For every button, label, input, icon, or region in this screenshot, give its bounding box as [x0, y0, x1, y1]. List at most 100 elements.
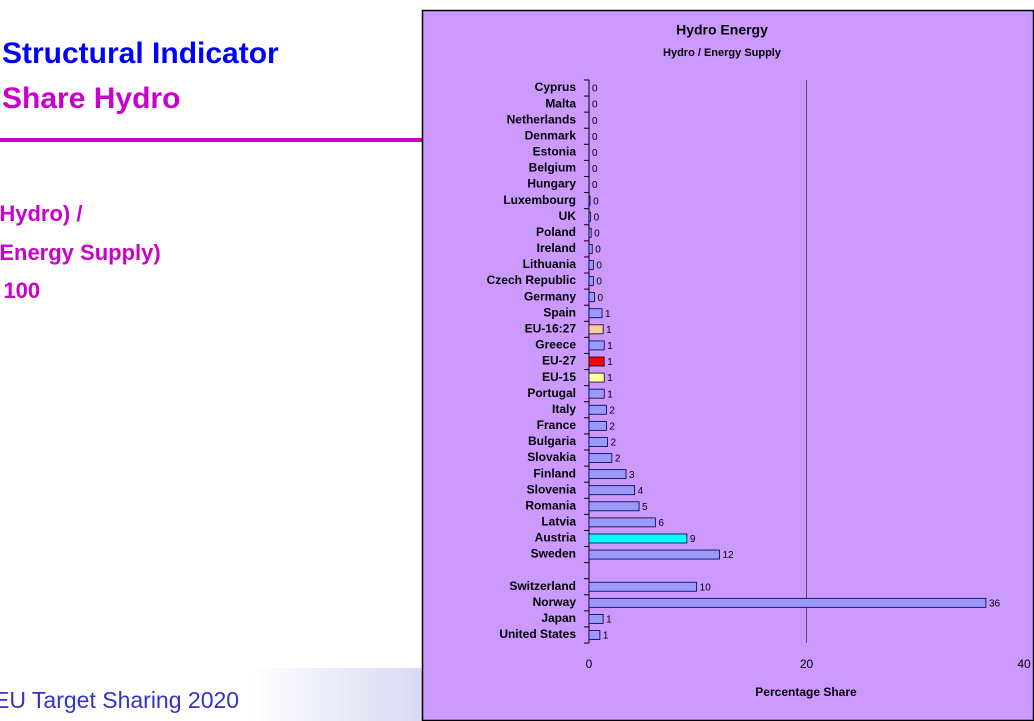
y-tick-label: UK — [559, 209, 577, 223]
bar — [588, 469, 627, 480]
y-tick-label: EU-16:27 — [525, 321, 577, 335]
formula-line: (Hydro) / — [0, 201, 82, 226]
bar — [588, 614, 604, 624]
value-label: 1 — [607, 357, 613, 368]
value-label: 0 — [597, 293, 603, 304]
value-label: 9 — [690, 534, 696, 545]
value-label: 0 — [592, 116, 598, 127]
y-tick-label: Romania — [525, 498, 576, 512]
x-axis-label: Percentage Share — [755, 685, 857, 699]
value-label: 10 — [700, 582, 712, 593]
y-tick-label: Luxembourg — [503, 193, 576, 207]
bar — [588, 340, 605, 351]
y-tick-label: Slovenia — [527, 482, 577, 496]
y-tick-label: Latvia — [541, 515, 576, 529]
value-label: 1 — [607, 341, 613, 352]
footer: EU Target Sharing 2020 — [0, 687, 239, 713]
value-label: 0 — [592, 100, 598, 111]
y-tick-label: Denmark — [525, 128, 577, 142]
bar — [588, 533, 688, 544]
y-tick-label: Germany — [524, 289, 576, 303]
value-label: 12 — [723, 550, 735, 561]
value-label: 0 — [596, 277, 602, 288]
value-label: 0 — [592, 84, 598, 95]
value-label: 1 — [606, 615, 612, 626]
x-tick-label: 0 — [586, 657, 593, 671]
value-label: 0 — [594, 212, 600, 223]
y-tick-label: Sweden — [531, 547, 576, 561]
y-tick-label: Bulgaria — [528, 434, 576, 448]
bar — [588, 227, 592, 238]
bar — [588, 372, 605, 383]
y-tick-label: Poland — [536, 225, 576, 239]
value-label: 2 — [615, 454, 621, 465]
bar — [588, 292, 595, 303]
y-tick-label: Slovakia — [527, 450, 576, 464]
value-label: 2 — [609, 421, 615, 432]
bar — [588, 243, 593, 254]
value-label: 1 — [603, 631, 609, 642]
bar — [588, 356, 605, 367]
y-tick-label: Switzerland — [509, 579, 576, 593]
bar — [588, 308, 603, 319]
x-tick-label: 20 — [800, 657, 814, 671]
value-label: 36 — [989, 598, 1001, 609]
slide-title: Share Hydro — [2, 82, 180, 115]
bar — [588, 437, 608, 447]
value-label: 1 — [605, 309, 611, 320]
bar — [588, 453, 613, 463]
x-tick-label: 40 — [1017, 657, 1031, 671]
formula-line: (Energy Supply) — [0, 240, 161, 265]
value-label: 0 — [593, 196, 599, 207]
y-tick-label: Hungary — [527, 177, 576, 191]
value-label: 0 — [595, 245, 601, 256]
value-label: 0 — [592, 132, 598, 143]
y-tick-label: Cyprus — [535, 80, 577, 94]
value-label: 6 — [658, 518, 664, 529]
bar — [588, 517, 656, 528]
value-label: 0 — [594, 228, 600, 239]
bar — [588, 581, 698, 592]
bar — [588, 276, 594, 286]
slide-title: Structural Indicator — [2, 37, 279, 70]
y-tick-label: Ireland — [537, 241, 576, 255]
bar — [588, 260, 594, 270]
y-tick-label: Japan — [541, 611, 576, 625]
y-tick-label: Lithuania — [523, 257, 577, 271]
value-label: 1 — [607, 373, 613, 384]
bar — [588, 388, 605, 399]
value-label: 2 — [610, 438, 616, 449]
y-tick-label: Malta — [545, 96, 576, 110]
y-tick-label: Belgium — [529, 161, 576, 175]
y-tick-label: EU-27 — [542, 354, 576, 368]
bar — [588, 211, 592, 222]
chart-subtitle: Hydro / Energy Supply — [663, 47, 782, 59]
chart-title: Hydro Energy — [676, 22, 768, 38]
formula-line: f 100 — [0, 278, 40, 303]
value-label: 3 — [629, 470, 635, 481]
y-tick-label: Greece — [535, 338, 576, 352]
bar — [588, 597, 987, 608]
footer-band — [250, 668, 425, 721]
bar — [588, 324, 604, 335]
y-tick-label: Austria — [535, 531, 577, 545]
y-tick-label: United States — [499, 627, 576, 641]
bar — [588, 420, 607, 431]
y-tick-label: France — [537, 418, 577, 432]
value-label: 4 — [638, 486, 644, 497]
y-tick-label: Finland — [533, 466, 576, 480]
bar — [588, 549, 720, 560]
bar — [588, 630, 601, 640]
bar — [588, 485, 636, 496]
y-tick-label: Spain — [543, 305, 576, 319]
value-label: 0 — [592, 164, 598, 175]
y-tick-label: Portugal — [527, 386, 576, 400]
y-tick-label: Estonia — [533, 145, 577, 159]
y-tick-label: Netherlands — [507, 112, 577, 126]
value-label: 0 — [592, 180, 598, 191]
y-tick-label: EU-15 — [542, 370, 576, 384]
value-label: 2 — [609, 405, 615, 416]
bar — [588, 404, 607, 415]
bar — [588, 195, 591, 206]
